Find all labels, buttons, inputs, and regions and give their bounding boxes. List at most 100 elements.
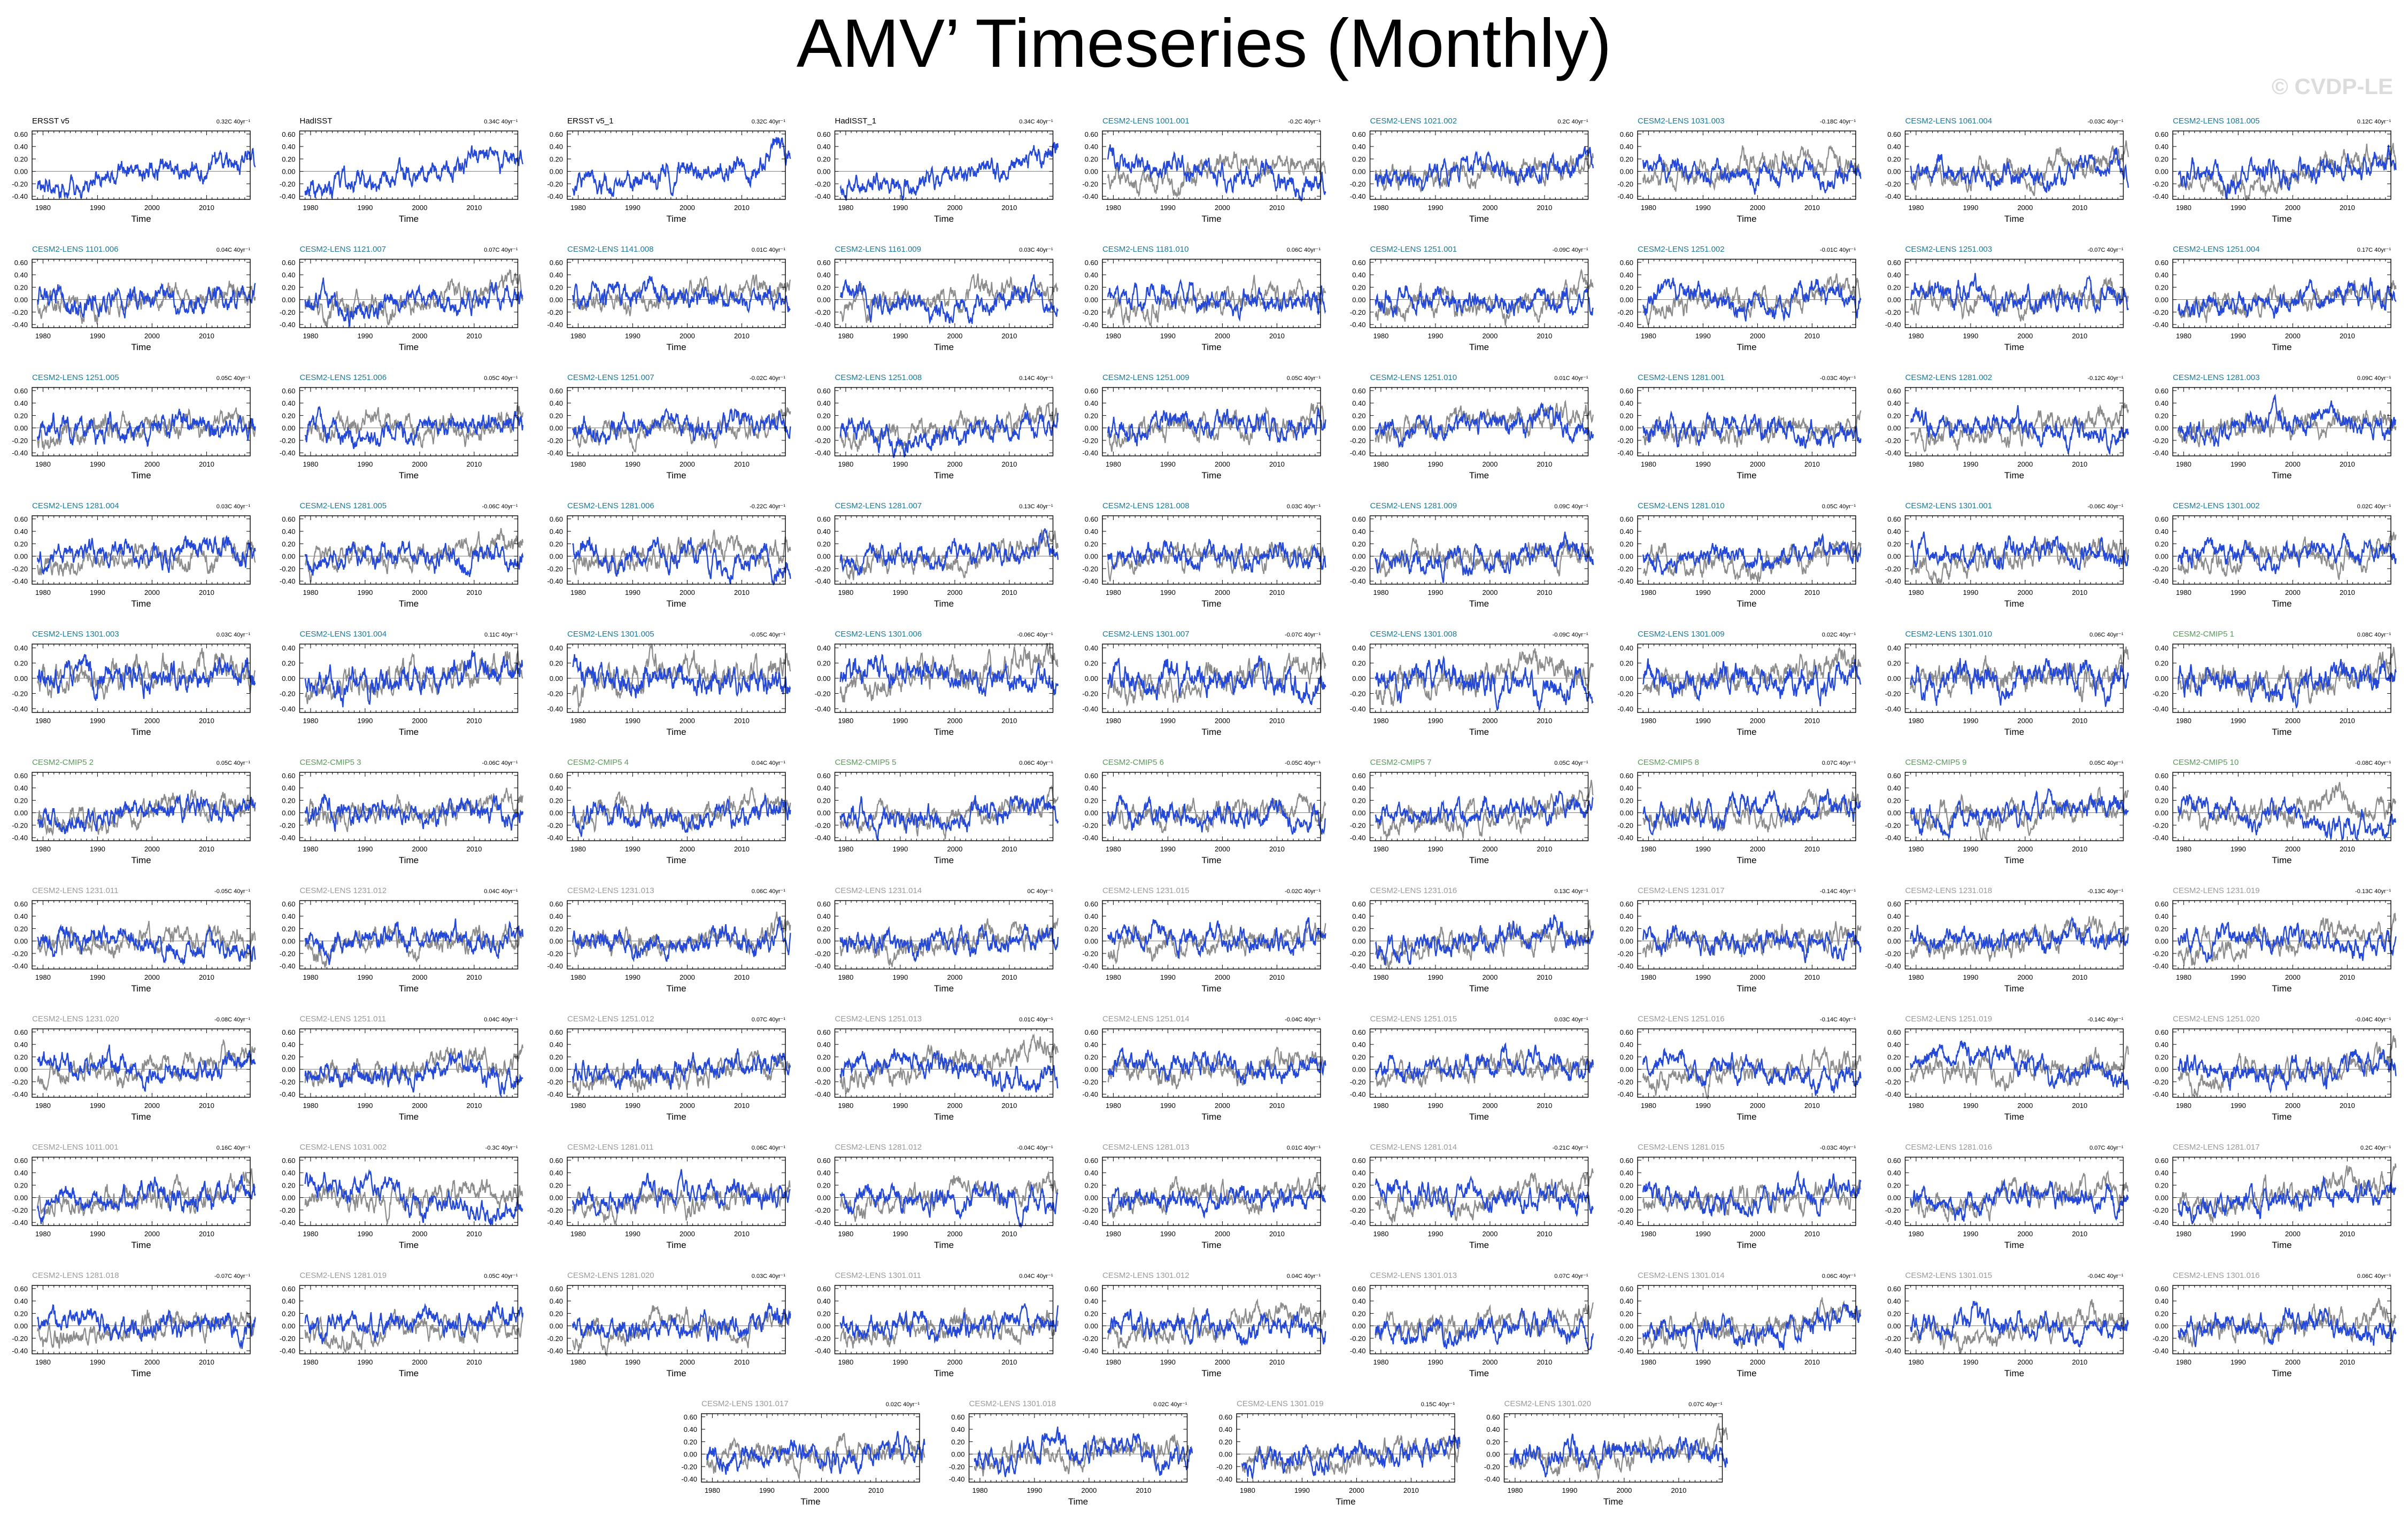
y-tick-label: 0.20 <box>1620 660 1633 668</box>
y-tick-label: 0.20 <box>1887 155 1901 163</box>
y-tick-label: 0.40 <box>1887 644 1901 652</box>
y-tick-label: 0.40 <box>1620 143 1633 151</box>
x-tick-label: 2000 <box>412 332 427 340</box>
panel-trend: -0.22C 40yr⁻¹ <box>750 503 785 510</box>
y-tick-label: -0.40 <box>1885 321 1901 329</box>
y-tick-label: -0.20 <box>547 437 563 445</box>
y-tick-label: -0.20 <box>2152 565 2168 573</box>
panel-title: CESM2-LENS 1251.001 <box>1370 245 1457 254</box>
panel-trend: -0.06C 40yr⁻¹ <box>482 503 518 510</box>
y-tick-label: -0.40 <box>547 192 563 200</box>
panel-trend: -0.07C 40yr⁻¹ <box>2088 247 2124 253</box>
member-line <box>1642 532 1862 576</box>
x-tick-label: 1990 <box>625 332 640 340</box>
y-tick-label: 0.60 <box>817 515 830 523</box>
y-tick-label: 0.40 <box>1352 143 1365 151</box>
x-axis-label: Time <box>666 470 686 480</box>
x-tick-label: 1980 <box>1908 460 1924 468</box>
y-tick-label: 0.60 <box>2155 515 2168 523</box>
panel: CESM2-LENS 1251.006 0.05C 40yr⁻¹ 0.60 0.40 0… <box>280 373 524 480</box>
member-line <box>37 534 256 575</box>
x-tick-label: 1990 <box>357 332 373 340</box>
member-line <box>1910 531 2129 571</box>
x-tick-label: 1990 <box>1695 204 1711 212</box>
x-tick-label: 1990 <box>357 588 373 596</box>
x-tick-label: 1990 <box>90 717 105 725</box>
panel: CESM2-LENS 1301.009 0.02C 40yr⁻¹ 0.40 0.20 0… <box>1617 630 1862 737</box>
y-tick-label: 0.40 <box>2155 143 2168 151</box>
y-tick-label: 0.60 <box>282 515 295 523</box>
ensemble-line <box>304 405 523 448</box>
y-tick-label: -0.40 <box>280 577 296 585</box>
panel-trend: 0.01C 40yr⁻¹ <box>752 247 786 253</box>
x-tick-label: 2010 <box>1269 332 1285 340</box>
x-tick-label: 2010 <box>199 204 214 212</box>
panel: CESM2-LENS 1301.002 0.02C 40yr⁻¹ 0.60 0.40 0… <box>2152 501 2397 609</box>
panel-trend: 0.01C 40yr⁻¹ <box>1554 375 1588 382</box>
panel-trend: 0.14C 40yr⁻¹ <box>1019 375 1053 382</box>
y-tick-label: 0.00 <box>817 424 830 432</box>
y-tick-label: 0.00 <box>1352 424 1365 432</box>
x-axis-label: Time <box>934 342 954 352</box>
y-tick-label: -0.20 <box>12 308 28 316</box>
y-tick-label: 0.00 <box>14 168 28 176</box>
x-axis-label: Time <box>1736 470 1756 480</box>
y-tick-label: 0.00 <box>817 675 830 683</box>
panel: ERSST v5_1 0.32C 40yr⁻¹ 0.60 0.40 0.20 0.00 -0… <box>547 117 791 224</box>
y-tick-label: 0.20 <box>1352 660 1365 668</box>
x-axis-label: Time <box>1736 342 1756 352</box>
x-tick-label: 1980 <box>1641 332 1656 340</box>
y-tick-label: 0.40 <box>2155 528 2168 536</box>
x-tick-label: 1980 <box>1641 717 1656 725</box>
member-line <box>572 408 791 445</box>
ensemble-line <box>1375 537 1594 577</box>
member-line <box>2178 533 2397 575</box>
x-tick-label: 2010 <box>2072 717 2087 725</box>
x-tick-label: 1980 <box>1641 588 1656 596</box>
x-tick-label: 2010 <box>2072 204 2087 212</box>
panel-title: CESM2-LENS 1031.003 <box>1638 117 1725 126</box>
y-tick-label: -0.40 <box>1350 192 1366 200</box>
x-tick-label: 1990 <box>1160 204 1176 212</box>
y-tick-label: 0.40 <box>550 528 563 536</box>
y-tick-label: 0.20 <box>2155 540 2168 548</box>
x-tick-label: 2000 <box>680 588 695 596</box>
panel-trend: 0.32C 40yr⁻¹ <box>217 119 251 125</box>
x-axis-label: Time <box>666 727 686 737</box>
x-tick-label: 2000 <box>412 460 427 468</box>
y-tick-label: 0.20 <box>1887 283 1901 291</box>
panel-title: CESM2-LENS 1301.006 <box>835 630 922 639</box>
x-tick-label: 2000 <box>947 204 962 212</box>
y-tick-label: 0.40 <box>282 644 295 652</box>
y-tick-label: 0.00 <box>2155 296 2168 304</box>
y-tick-label: -0.20 <box>12 180 28 188</box>
y-tick-label: 0.60 <box>14 130 28 138</box>
y-tick-label: 0.20 <box>817 412 830 420</box>
y-tick-label: 0.20 <box>550 283 563 291</box>
y-tick-label: 0.20 <box>2155 412 2168 420</box>
panel: CESM2-LENS 1181.010 0.06C 40yr⁻¹ 0.60 0.40 0… <box>1082 245 1326 352</box>
y-tick-label: 0.00 <box>1887 675 1901 683</box>
y-tick-label: 0.60 <box>1620 259 1633 267</box>
panel-frame <box>1904 130 2124 200</box>
panel-frame <box>2172 515 2391 585</box>
x-tick-label: 1990 <box>357 204 373 212</box>
member-line <box>1910 147 2129 193</box>
y-tick-label: 0.20 <box>2155 155 2168 163</box>
x-axis-label: Time <box>2272 214 2291 224</box>
panel-trend: 0.06C 40yr⁻¹ <box>2089 632 2124 638</box>
x-tick-label: 1990 <box>1427 204 1443 212</box>
x-tick-label: 1980 <box>35 588 51 596</box>
y-tick-label: 0.40 <box>1352 399 1365 407</box>
y-tick-label: 0.20 <box>817 283 830 291</box>
y-tick-label: -0.40 <box>815 192 831 200</box>
x-tick-label: 1990 <box>357 717 373 725</box>
panel-title: CESM2-LENS 1251.005 <box>32 373 119 382</box>
y-tick-label: 0.40 <box>550 644 563 652</box>
x-tick-label: 2010 <box>2340 460 2355 468</box>
panel-trend: 0.09C 40yr⁻¹ <box>2357 375 2391 382</box>
member-line <box>1375 146 1594 191</box>
y-tick-label: -0.40 <box>1617 192 1633 200</box>
member-line <box>1375 655 1594 711</box>
x-tick-label: 1990 <box>1963 460 1978 468</box>
